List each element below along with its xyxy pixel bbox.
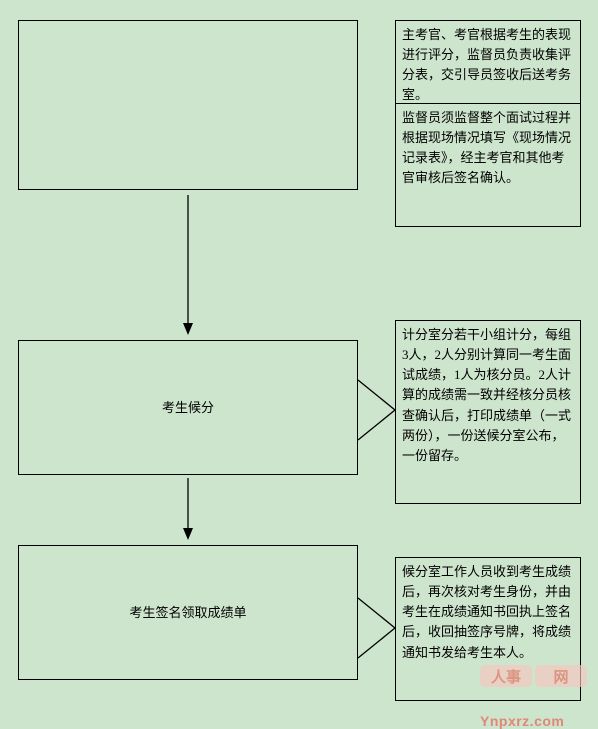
- flow-box-waiting-label: 考生候分: [162, 398, 214, 418]
- note-scoring: 主考官、考官根据考生的表现进行评分，监督员负责收集评分表，交引导员签收后送考务室…: [395, 20, 581, 104]
- note-supervision: 监督员须监督整个面试过程并根据现场情况填写《现场情况记录表》，经主考官和其他考官…: [395, 103, 581, 227]
- note-score-room-text: 计分室分若干小组计分，每组3人，2人分别计算同一考生面试成绩，1人为核分员。2人…: [402, 327, 571, 463]
- note-waiting-room-text: 候分室工作人员收到考生成绩后，再次核对考生身份，并由考生在成绩通知书回执上签名后…: [402, 564, 571, 660]
- note-supervision-text: 监督员须监督整个面试过程并根据现场情况填写《现场情况记录表》，经主考官和其他考官…: [402, 110, 571, 185]
- note-scoring-text: 主考官、考官根据考生的表现进行评分，监督员负责收集评分表，交引导员签收后送考务室…: [402, 27, 571, 102]
- flow-box-sign-receive-label: 考生签名领取成绩单: [129, 603, 246, 623]
- flow-box-sign-receive: 考生签名领取成绩单: [18, 545, 358, 680]
- watermark-domain: Ynpxrz.com: [480, 713, 587, 729]
- note-waiting-room: 候分室工作人员收到考生成绩后，再次核对考生身份，并由考生在成绩通知书回执上签名后…: [395, 557, 581, 701]
- flow-box-1: [18, 20, 358, 190]
- note-score-room: 计分室分若干小组计分，每组3人，2人分别计算同一考生面试成绩，1人为核分员。2人…: [395, 320, 581, 504]
- flow-box-waiting: 考生候分: [18, 340, 358, 475]
